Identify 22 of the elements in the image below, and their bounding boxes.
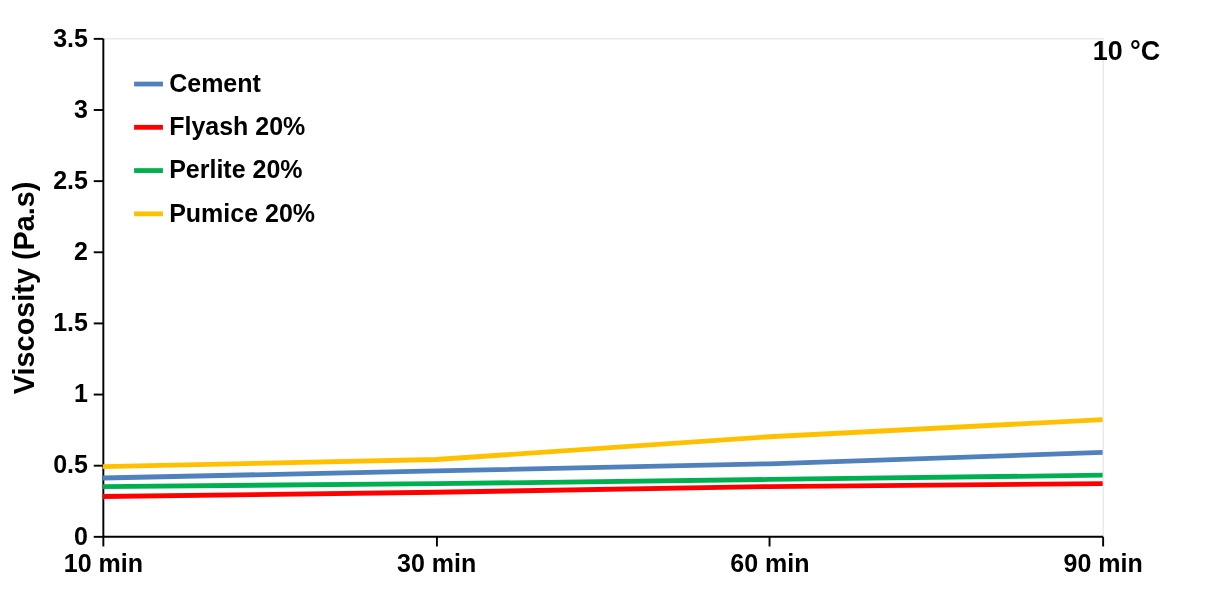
- x-tick-label: 60 min: [730, 549, 810, 578]
- y-tick-label: 2.5: [53, 165, 89, 194]
- legend-label: Perlite 20%: [169, 155, 303, 184]
- legend-label: Pumice 20%: [169, 198, 316, 227]
- y-tick-label: 3: [74, 94, 88, 123]
- line-series: [100, 472, 1106, 489]
- y-tick-label: 3.5: [53, 23, 89, 52]
- x-tick-label: 90 min: [1063, 549, 1143, 578]
- annotation: 10 °C: [1092, 35, 1161, 66]
- legend-label: Flyash 20%: [169, 112, 306, 140]
- y-tick-label: 0: [74, 521, 88, 550]
- line-series: [100, 450, 1106, 481]
- x-tick-label: 10 min: [63, 549, 143, 578]
- y-axis-title: Viscosity (Pa.s): [7, 181, 40, 395]
- y-tick-label: 0.5: [53, 450, 89, 479]
- legend-label: Cement: [169, 68, 262, 97]
- x-tick-label: 30 min: [397, 549, 477, 578]
- y-tick-label: 1: [74, 379, 89, 408]
- line-series: [100, 481, 1106, 499]
- y-tick-label: 2: [74, 236, 88, 265]
- line-series: [100, 417, 1106, 470]
- y-tick-label: 1.5: [53, 308, 89, 337]
